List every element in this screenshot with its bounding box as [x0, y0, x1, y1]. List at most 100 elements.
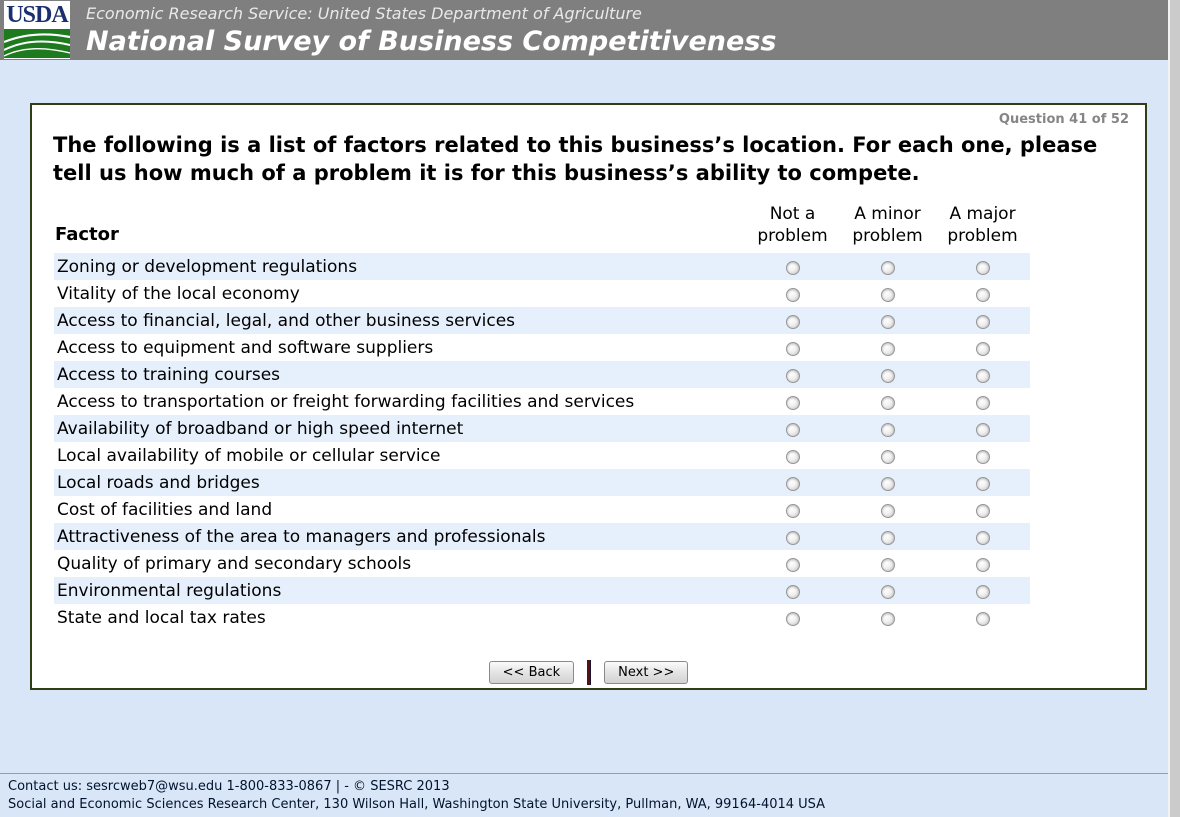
option-cell	[840, 550, 935, 577]
option-header-major-problem: A major problem	[947, 204, 1018, 246]
radio-major-problem[interactable]	[975, 476, 990, 491]
navigation-buttons: << Back Next >>	[32, 660, 1145, 685]
factor-column-header: Factor	[55, 224, 119, 245]
radio-major-problem[interactable]	[975, 584, 990, 599]
option-cell	[935, 442, 1030, 469]
radio-major-problem[interactable]	[975, 395, 990, 410]
radio-not-a-problem[interactable]	[785, 368, 800, 383]
table-row: Cost of facilities and land	[54, 496, 1030, 523]
option-cell	[840, 442, 935, 469]
radio-minor-problem[interactable]	[880, 584, 895, 599]
option-cell	[745, 469, 840, 496]
table-row: Access to transportation or freight forw…	[54, 388, 1030, 415]
table-row: Attractiveness of the area to managers a…	[54, 523, 1030, 550]
radio-not-a-problem[interactable]	[785, 449, 800, 464]
radio-not-a-problem[interactable]	[785, 341, 800, 356]
factor-label: Access to equipment and software supplie…	[57, 337, 434, 358]
question-progress: Question 41 of 52	[998, 112, 1129, 127]
vertical-scrollbar[interactable]	[1168, 0, 1180, 817]
radio-major-problem[interactable]	[975, 287, 990, 302]
radio-not-a-problem[interactable]	[785, 611, 800, 626]
radio-not-a-problem[interactable]	[785, 395, 800, 410]
option-cell	[935, 361, 1030, 388]
factor-label: Local roads and bridges	[57, 472, 260, 493]
radio-minor-problem[interactable]	[880, 503, 895, 518]
table-row: Access to financial, legal, and other bu…	[54, 307, 1030, 334]
radio-minor-problem[interactable]	[880, 557, 895, 572]
option-cell	[840, 496, 935, 523]
option-cell	[935, 334, 1030, 361]
factor-label: Availability of broadband or high speed …	[57, 418, 464, 439]
radio-not-a-problem[interactable]	[785, 530, 800, 545]
footer: Contact us: sesrcweb7@wsu.edu 1-800-833-…	[0, 773, 1168, 817]
radio-minor-problem[interactable]	[880, 395, 895, 410]
button-divider	[587, 660, 592, 685]
back-button[interactable]: << Back	[488, 661, 575, 684]
option-cell	[935, 577, 1030, 604]
radio-not-a-problem[interactable]	[785, 314, 800, 329]
radio-minor-problem[interactable]	[880, 260, 895, 275]
radio-minor-problem[interactable]	[880, 368, 895, 383]
factor-label: State and local tax rates	[57, 607, 266, 628]
radio-minor-problem[interactable]	[880, 422, 895, 437]
option-cell	[935, 604, 1030, 631]
table-row: Access to equipment and software supplie…	[54, 334, 1030, 361]
option-cell	[745, 307, 840, 334]
factor-label: Cost of facilities and land	[57, 499, 273, 520]
factor-label: Attractiveness of the area to managers a…	[57, 526, 546, 547]
radio-minor-problem[interactable]	[880, 341, 895, 356]
radio-not-a-problem[interactable]	[785, 584, 800, 599]
radio-minor-problem[interactable]	[880, 611, 895, 626]
radio-not-a-problem[interactable]	[785, 476, 800, 491]
factor-label: Local availability of mobile or cellular…	[57, 445, 441, 466]
radio-minor-problem[interactable]	[880, 314, 895, 329]
radio-major-problem[interactable]	[975, 422, 990, 437]
header-bar: USDA Economic Research Service: United S…	[0, 0, 1168, 60]
option-cell	[840, 307, 935, 334]
option-cell	[840, 361, 935, 388]
radio-major-problem[interactable]	[975, 611, 990, 626]
radio-not-a-problem[interactable]	[785, 287, 800, 302]
option-header-minor-problem: A minor problem	[852, 204, 923, 246]
option-cell	[745, 577, 840, 604]
table-row: Access to training courses	[54, 361, 1030, 388]
factor-label: Environmental regulations	[57, 580, 282, 601]
radio-major-problem[interactable]	[975, 449, 990, 464]
radio-not-a-problem[interactable]	[785, 422, 800, 437]
radio-minor-problem[interactable]	[880, 287, 895, 302]
next-button[interactable]: Next >>	[604, 661, 689, 684]
table-row: Environmental regulations	[54, 577, 1030, 604]
factor-table: Factor Not a problem A minor problem A m…	[54, 203, 1030, 631]
option-cell	[840, 577, 935, 604]
usda-logo-text: USDA	[6, 2, 68, 28]
radio-minor-problem[interactable]	[880, 449, 895, 464]
table-row: Vitality of the local economy	[54, 280, 1030, 307]
radio-major-problem[interactable]	[975, 341, 990, 356]
option-cell	[745, 442, 840, 469]
radio-major-problem[interactable]	[975, 557, 990, 572]
option-cell	[840, 334, 935, 361]
option-cell	[935, 388, 1030, 415]
factor-label: Access to transportation or freight forw…	[57, 391, 635, 412]
radio-major-problem[interactable]	[975, 530, 990, 545]
radio-not-a-problem[interactable]	[785, 557, 800, 572]
option-cell	[745, 388, 840, 415]
radio-not-a-problem[interactable]	[785, 503, 800, 518]
radio-major-problem[interactable]	[975, 314, 990, 329]
question-prompt: The following is a list of factors relat…	[53, 133, 1098, 185]
radio-not-a-problem[interactable]	[785, 260, 800, 275]
radio-minor-problem[interactable]	[880, 476, 895, 491]
radio-major-problem[interactable]	[975, 260, 990, 275]
radio-minor-problem[interactable]	[880, 530, 895, 545]
factor-label: Zoning or development regulations	[57, 256, 358, 277]
option-cell	[745, 415, 840, 442]
radio-major-problem[interactable]	[975, 503, 990, 518]
option-cell	[840, 469, 935, 496]
option-cell	[935, 469, 1030, 496]
option-cell	[840, 523, 935, 550]
agency-line: Economic Research Service: United States…	[86, 4, 642, 23]
option-cell	[840, 604, 935, 631]
option-cell	[840, 253, 935, 280]
radio-major-problem[interactable]	[975, 368, 990, 383]
footer-contact-line: Contact us: sesrcweb7@wsu.edu 1-800-833-…	[8, 779, 450, 794]
